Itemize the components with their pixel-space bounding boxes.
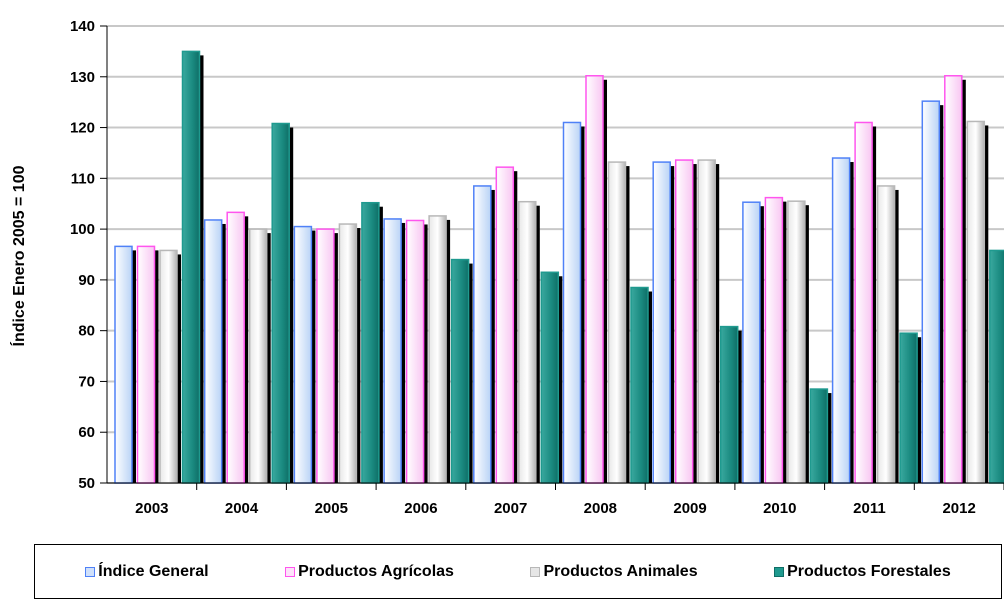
legend-swatch-productos-animales bbox=[530, 566, 541, 577]
y-tick-label: 80 bbox=[78, 323, 95, 340]
legend: Índice General Productos Agrícolas Produ… bbox=[34, 544, 1002, 599]
bar--ndice-general-2008 bbox=[562, 121, 582, 484]
bar-productos-agr-colas-2009 bbox=[674, 159, 694, 484]
x-tick-labels: 2003 2004 2005 2006 2007 2008 2009 2010 2011 2012 bbox=[135, 500, 976, 517]
bar-productos-forestales-2009 bbox=[719, 325, 739, 484]
bars bbox=[114, 50, 1004, 484]
bar-productos-animales-2006 bbox=[428, 215, 447, 484]
bar-productos-forestales-2005 bbox=[361, 201, 380, 484]
bar--ndice-general-2011 bbox=[831, 157, 851, 484]
bar-productos-agr-colas-2005 bbox=[316, 228, 335, 484]
bar-productos-forestales-2004 bbox=[271, 122, 290, 484]
x-tick-label: 2005 bbox=[315, 500, 348, 517]
y-tick-label: 50 bbox=[78, 475, 95, 492]
y-tick-label: 140 bbox=[70, 18, 95, 35]
axes bbox=[100, 25, 1004, 490]
bar-productos-agr-colas-2008 bbox=[585, 75, 604, 484]
legend-item-productos-animales: Productos Animales bbox=[530, 562, 698, 581]
bar-productos-agr-colas-2004 bbox=[226, 211, 245, 484]
x-tick-label: 2009 bbox=[673, 500, 706, 517]
bar--ndice-general-2010 bbox=[742, 201, 761, 484]
bar-productos-animales-2007 bbox=[518, 200, 537, 484]
x-tick-label: 2007 bbox=[494, 500, 527, 517]
bar-productos-agr-colas-2011 bbox=[854, 121, 873, 484]
legend-item-productos-agricolas: Productos Agrícolas bbox=[285, 563, 454, 581]
bar-productos-forestales-2006 bbox=[450, 258, 470, 484]
legend-swatch-productos-forestales bbox=[774, 566, 785, 577]
bar-productos-animales-2010 bbox=[787, 200, 806, 484]
y-tick-label: 110 bbox=[71, 170, 95, 187]
x-tick-label: 2011 bbox=[853, 500, 886, 517]
legend-swatch-indice-general bbox=[85, 566, 96, 577]
legend-label: Productos Forestales bbox=[787, 562, 951, 580]
bar-productos-agr-colas-2012 bbox=[944, 75, 963, 484]
y-tick-label: 90 bbox=[78, 272, 95, 289]
bar-productos-forestales-2008 bbox=[630, 286, 649, 484]
x-tick-label: 2010 bbox=[763, 500, 796, 517]
bar-productos-animales-2009 bbox=[697, 159, 716, 484]
bar-productos-animales-2012 bbox=[966, 120, 986, 484]
x-tick-label: 2012 bbox=[942, 500, 975, 517]
bar--ndice-general-2009 bbox=[652, 161, 671, 484]
bar-productos-animales-2003 bbox=[159, 249, 178, 484]
bar--ndice-general-2012 bbox=[921, 100, 941, 484]
legend-swatch-productos-agricolas bbox=[285, 566, 296, 577]
y-tick-label: 60 bbox=[78, 424, 95, 441]
y-tick-labels: 50 60 70 80 90 100 110 120 130 140 bbox=[70, 18, 95, 492]
legend-item-productos-forestales: Productos Forestales bbox=[774, 563, 951, 581]
bar--ndice-general-2005 bbox=[293, 225, 313, 484]
bar--ndice-general-2007 bbox=[473, 185, 492, 484]
legend-label: Productos Agrícolas bbox=[298, 562, 454, 580]
legend-label: Índice General bbox=[98, 562, 209, 580]
legend-item-indice-general: Índice General bbox=[85, 562, 209, 581]
bar-productos-animales-2008 bbox=[607, 161, 627, 484]
bar-productos-forestales-2011 bbox=[899, 332, 918, 484]
bar-productos-forestales-2010 bbox=[809, 388, 829, 484]
x-tick-label: 2006 bbox=[404, 500, 437, 517]
bar-productos-forestales-2012 bbox=[989, 249, 1004, 484]
y-tick-label: 130 bbox=[70, 69, 95, 86]
bar--ndice-general-2006 bbox=[383, 218, 402, 484]
bar-productos-forestales-2003 bbox=[181, 50, 201, 484]
y-axis-label: Índice Enero 2005 = 100 bbox=[9, 165, 28, 346]
x-tick-label: 2004 bbox=[225, 500, 259, 517]
y-tick-label: 70 bbox=[78, 373, 95, 390]
bar-productos-agr-colas-2006 bbox=[405, 219, 425, 484]
x-tick-label: 2008 bbox=[584, 500, 617, 517]
bar--ndice-general-2004 bbox=[203, 219, 223, 484]
bar-productos-forestales-2007 bbox=[540, 271, 560, 484]
bar-productos-animales-2005 bbox=[338, 223, 358, 484]
bar-productos-agr-colas-2007 bbox=[495, 166, 515, 484]
y-tick-label: 120 bbox=[70, 120, 95, 137]
bar-productos-agr-colas-2003 bbox=[136, 245, 156, 484]
bar--ndice-general-2003 bbox=[114, 245, 133, 484]
bar-productos-agr-colas-2010 bbox=[764, 196, 784, 484]
bar-productos-animales-2011 bbox=[876, 185, 896, 484]
x-tick-label: 2003 bbox=[135, 500, 168, 517]
y-tick-label: 100 bbox=[70, 221, 95, 238]
legend-label: Productos Animales bbox=[543, 562, 698, 580]
bar-productos-animales-2004 bbox=[248, 228, 268, 484]
